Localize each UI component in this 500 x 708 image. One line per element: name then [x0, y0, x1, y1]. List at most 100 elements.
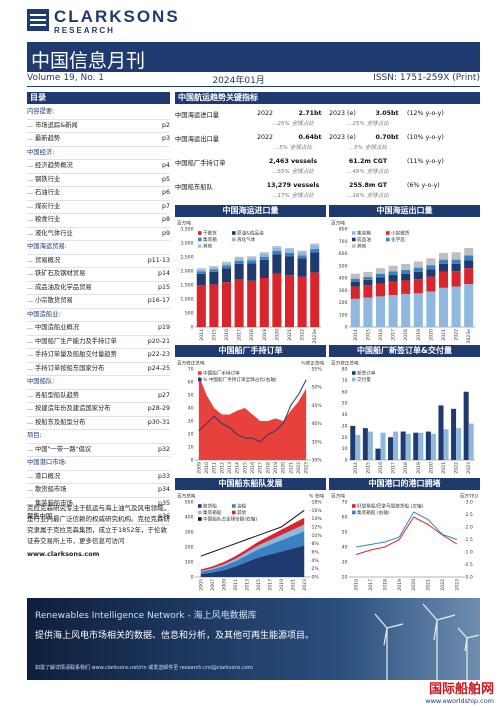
toc-row: 项目: [27, 430, 170, 444]
x-tick-label: 2018 [265, 462, 271, 474]
toc-row: ... 成品油及化学品贸易 p15 [27, 282, 170, 295]
y-tick-label: 60 [188, 380, 194, 386]
legend-swatch [352, 377, 356, 382]
bar-segment [401, 293, 411, 327]
indicator-share: ...25% 全球占比 [347, 121, 389, 127]
y2-tick-label: 1.0 [466, 550, 473, 556]
x-tick-label: 2021 [287, 329, 293, 341]
area [198, 375, 307, 460]
bar-segment [375, 268, 386, 274]
title-band: 中国信息月刊 [27, 42, 480, 72]
toc-text: 中国港口市场: [27, 459, 67, 466]
y-tick-label: 0 [345, 325, 348, 331]
toc-text: ... 煤炭行业 [27, 202, 61, 210]
indicator-cell: 3.05bt [375, 110, 399, 117]
bar-segment [247, 263, 257, 281]
legend-label: 液化气体 [237, 236, 256, 243]
toc-text: ... 最新趋势 [27, 135, 61, 142]
toc-list: 内容提要: ... 市场追踪&新闻 p2 ... 最新趋势 p3 中国经济: ... 经济趋… [27, 104, 170, 525]
bar-segment [438, 252, 449, 260]
x-tick-label: 2012 [219, 462, 225, 474]
y2-tick-label: 0% [312, 575, 320, 581]
legend-label: % 中国船厂手持订单全球占比(右轴) [203, 376, 277, 383]
y-tick-label: 20 [188, 432, 194, 438]
toc-text: 内容提要: [27, 108, 55, 115]
bar-segment [388, 274, 398, 282]
bar-segment [196, 268, 206, 270]
bar-segment [388, 265, 398, 272]
y2-axis-label: %修正总吨 [301, 360, 324, 367]
bar [438, 405, 444, 460]
x-tick-label: 2009 [221, 579, 227, 591]
x-tick-label: 2016 [378, 329, 384, 341]
legend-label: 小宗散货 [391, 230, 410, 237]
indicator-row: 中国船厂手持订单 2,463 vessels 61.2m CGT (11% y-o-y… [175, 152, 480, 167]
bar [413, 432, 419, 460]
y2-axis-label: 百万TEU [460, 494, 478, 500]
bar [388, 437, 394, 460]
title: 中国信息月刊 [31, 50, 146, 72]
legend-swatch [352, 237, 356, 242]
bar-segment [297, 258, 307, 277]
y-axis-label: 百万吨 [331, 493, 345, 500]
bar-segment [310, 252, 320, 273]
bar-segment [234, 256, 244, 259]
toc-text: 聚焦中国 [27, 513, 53, 520]
indicators: 中国航运趋势关键指标 中国海运进口量 2022 2.71bt 2023 (e) 3.05… [175, 92, 480, 204]
toc-page: p32 [157, 445, 170, 453]
legend-label: 其他 [203, 243, 213, 250]
legend-label: 中国船队占全球份额(右轴) [203, 516, 257, 523]
legend-swatch [352, 371, 356, 375]
x-tick-label: 2018 [403, 462, 409, 474]
indicator-cell: (12% y-o-y) [407, 110, 444, 117]
indicator-cell: 2.71bt [298, 110, 322, 117]
bar-segment [451, 263, 461, 272]
legend-label: 集装箱 [357, 230, 371, 237]
y-tick-label: 40 [342, 412, 348, 418]
bar-segment [375, 283, 386, 297]
toc-row: ... 集装箱船市场 p35 [27, 498, 170, 511]
bar-segment [221, 268, 232, 283]
about-url: www.clarksons.com [27, 550, 100, 558]
legend-swatch [232, 510, 236, 515]
toc-row: 中国经济: [27, 147, 170, 160]
bar [362, 428, 368, 460]
y-axis-label: 百万修正总吨 [331, 360, 359, 367]
bar-segment [272, 247, 282, 251]
toc-row: ... 手持订单按船东国家分布 p24-25 [27, 363, 170, 376]
toc-row: ... 中国"一带一路"倡议 p32 [27, 444, 170, 457]
x-tick-label: 2016 [250, 462, 256, 474]
legend-label: 干散货 [203, 230, 217, 237]
legend-label: 成品油 [357, 236, 371, 243]
x-tick-label: 2017 [258, 462, 264, 474]
legend-label: 油船 [237, 503, 247, 510]
toc-page: p28-29 [147, 405, 170, 412]
bar-segment [413, 279, 423, 294]
area [200, 531, 305, 574]
indicators-title: 中国航运趋势关键指标 [175, 92, 480, 104]
toc-page: p3 [161, 135, 170, 142]
bar [400, 431, 406, 460]
toc-page: p19 [157, 324, 170, 331]
line [198, 379, 307, 443]
bar-segment [272, 246, 282, 248]
bar-segment [464, 255, 474, 261]
toc-row: ... 中国船厂生产能力及手持订单 p20-21 [27, 336, 170, 349]
bar-segment [413, 261, 423, 268]
toc-page: p20-21 [147, 337, 170, 345]
toc-row: ... 铁矿石及钢材贸易 p14 [27, 268, 170, 282]
chart: 中国船厂手持订单 百万修正总吨 %修正总吨 0 10 20 30 40 50 60 70 30% 35%… [175, 345, 326, 478]
legend-label: 原油&成品油 [237, 230, 264, 237]
x-tick-label: 2022 [440, 579, 446, 591]
y2-tick-label: 45% [312, 403, 323, 409]
toc-page: p24-25 [147, 364, 170, 372]
bar [418, 432, 424, 460]
indicator-share: ...5% 全球占比 [273, 145, 313, 151]
toc-text: ... 中国船厂生产能力及手持订单 [27, 337, 117, 345]
bar-segment [438, 263, 449, 272]
y-tick-label: 60 [342, 389, 348, 395]
y-tick-label: 800 [339, 227, 348, 233]
chart-title: 中国海运出口量 [329, 205, 480, 217]
bar [463, 391, 469, 460]
y-tick-label: 70 [188, 367, 194, 373]
